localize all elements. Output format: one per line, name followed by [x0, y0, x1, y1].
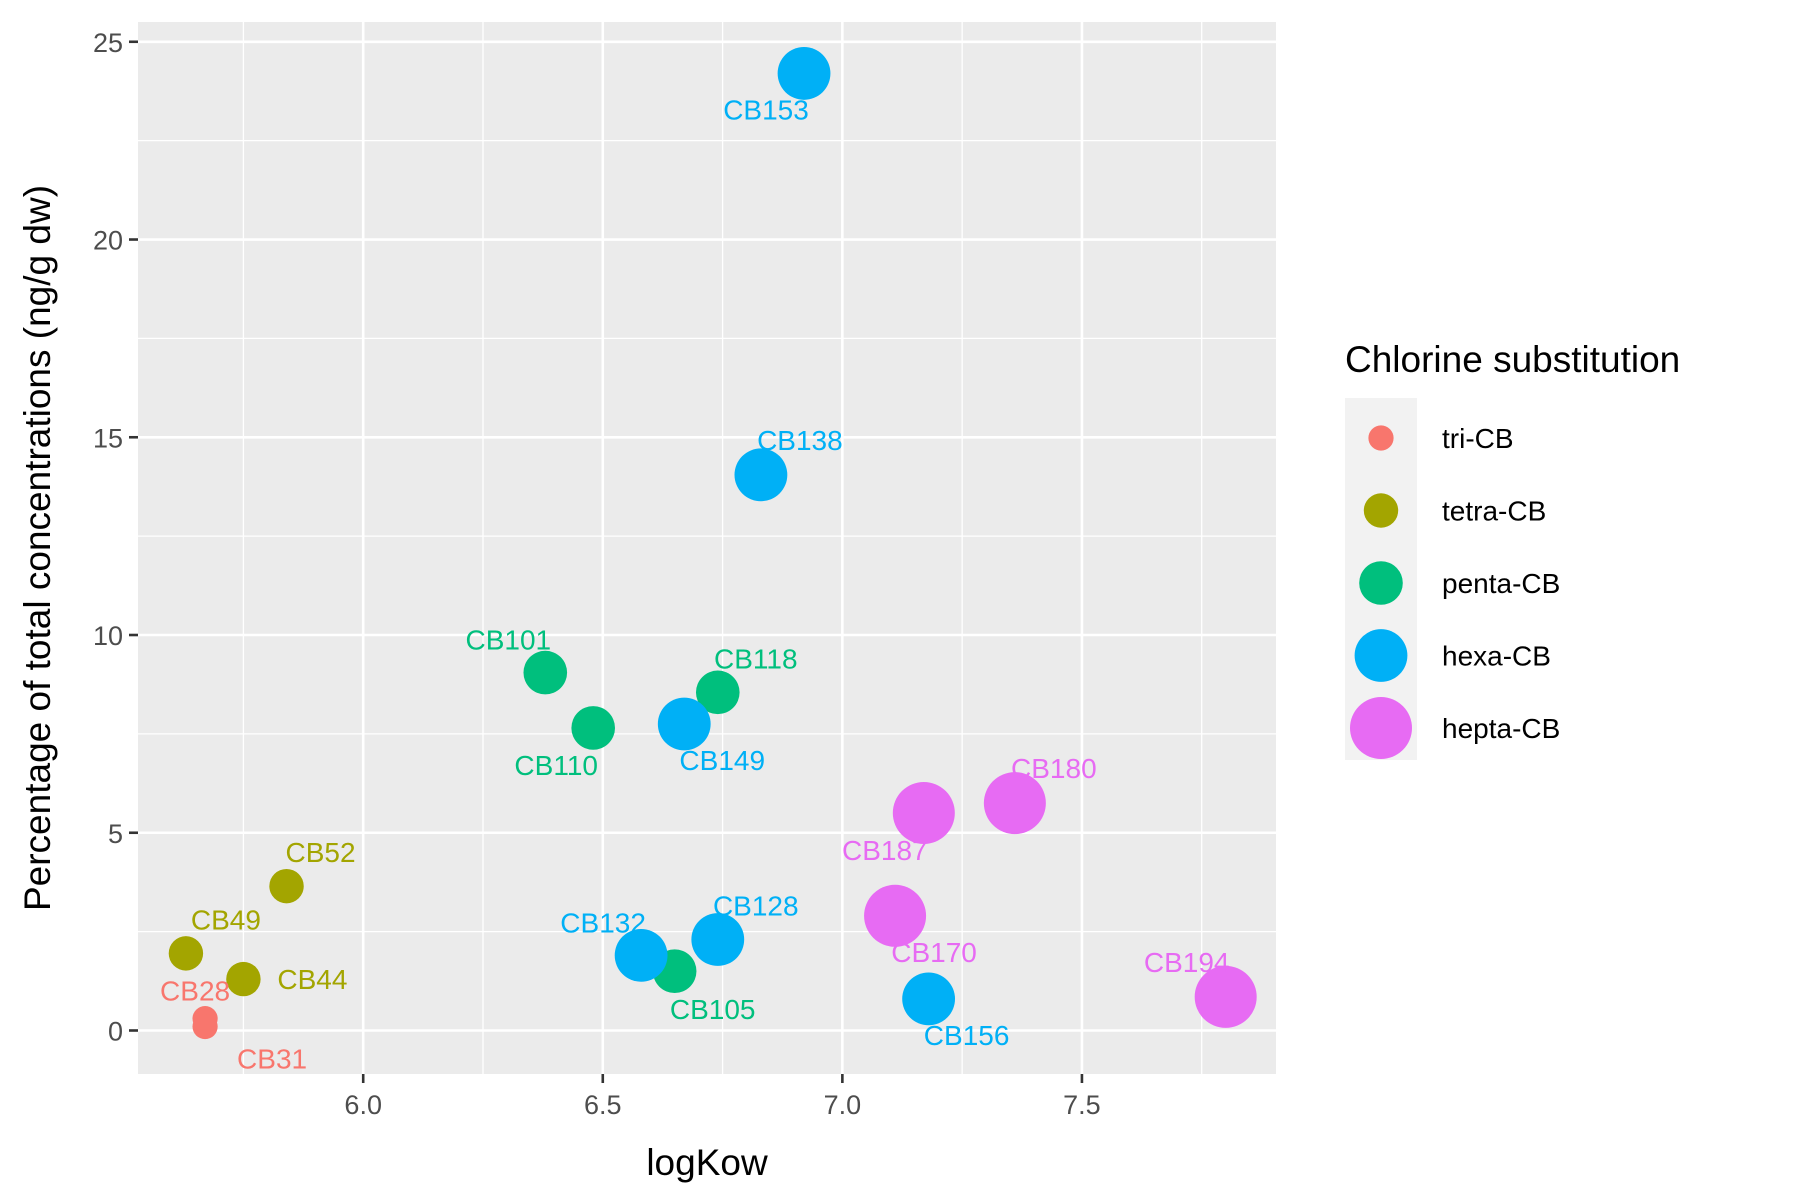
point-label: CB132 — [560, 907, 646, 938]
point-label: CB28 — [160, 976, 230, 1007]
y-tick-label: 25 — [93, 28, 123, 58]
legend-items: tri-CB tetra-CB penta-CB hexa-CB hepta-CB — [1350, 423, 1560, 759]
point-label: CB31 — [237, 1044, 307, 1075]
data-point — [983, 772, 1046, 835]
data-point — [571, 706, 615, 750]
point-label: CB153 — [723, 94, 809, 125]
point-label: CB138 — [757, 425, 843, 456]
x-tick-label: 6.0 — [344, 1090, 382, 1120]
y-tick-label: 10 — [93, 621, 123, 651]
point-label: CB156 — [924, 1020, 1010, 1051]
y-tick-label: 20 — [93, 226, 123, 256]
data-point — [226, 961, 261, 997]
legend-title: Chlorine substitution — [1345, 339, 1680, 380]
data-point — [734, 448, 788, 502]
x-tick-label: 7.0 — [824, 1090, 862, 1120]
data-points — [168, 47, 1257, 1040]
point-label: CB149 — [679, 745, 765, 776]
point-labels: CB28 CB31 CB49 CB44 CB52 CB101 CB110 CB118 CB105… — [160, 94, 1229, 1074]
point-label: CB52 — [286, 837, 356, 868]
point-label: CB194 — [1144, 947, 1230, 978]
data-point — [269, 868, 304, 904]
legend: Chlorine substitution tri-CB tetra-CB pent… — [1345, 339, 1680, 760]
legend-key — [1368, 425, 1394, 451]
legend-label: hexa-CB — [1442, 641, 1551, 672]
point-label: CB170 — [891, 937, 977, 968]
data-point — [192, 1013, 218, 1040]
data-point — [657, 697, 711, 751]
data-point — [614, 928, 668, 982]
x-tick-label: 7.5 — [1063, 1090, 1101, 1120]
grid-lines — [138, 22, 1276, 1074]
point-label: CB118 — [714, 643, 798, 674]
data-point — [777, 47, 831, 100]
point-label: CB110 — [514, 750, 598, 781]
y-tick-label: 0 — [108, 1016, 123, 1046]
data-point — [695, 670, 740, 715]
point-label: CB44 — [277, 964, 347, 995]
legend-key — [1354, 629, 1408, 682]
data-point — [902, 972, 956, 1026]
legend-key — [1350, 697, 1412, 759]
y-tick-label: 15 — [93, 423, 123, 453]
point-label: CB180 — [1011, 753, 1097, 784]
legend-label: penta-CB — [1442, 568, 1560, 599]
legend-key — [1363, 493, 1399, 528]
data-point — [691, 913, 745, 966]
legend-label: tri-CB — [1442, 423, 1514, 454]
axis-ticks: 6.0 6.5 7.0 7.5 0 5 10 15 20 25 — [93, 28, 1101, 1120]
x-tick-label: 6.5 — [584, 1090, 622, 1120]
data-point — [523, 650, 568, 695]
point-label: CB105 — [670, 994, 756, 1025]
y-tick-label: 5 — [108, 819, 123, 849]
panel-background — [138, 22, 1276, 1074]
legend-key — [1359, 561, 1403, 605]
y-axis-title: Percentage of total concentrations (ng/g… — [17, 185, 58, 911]
data-point — [168, 936, 204, 971]
data-point — [892, 781, 955, 844]
data-point — [864, 884, 927, 947]
legend-label: hepta-CB — [1442, 713, 1560, 744]
point-label: CB187 — [842, 835, 928, 866]
point-label: CB101 — [465, 625, 551, 656]
x-axis-title: logKow — [646, 1142, 768, 1183]
point-label: CB128 — [713, 891, 799, 922]
data-point — [1194, 965, 1257, 1028]
legend-label: tetra-CB — [1442, 496, 1546, 527]
point-label: CB49 — [191, 904, 261, 935]
